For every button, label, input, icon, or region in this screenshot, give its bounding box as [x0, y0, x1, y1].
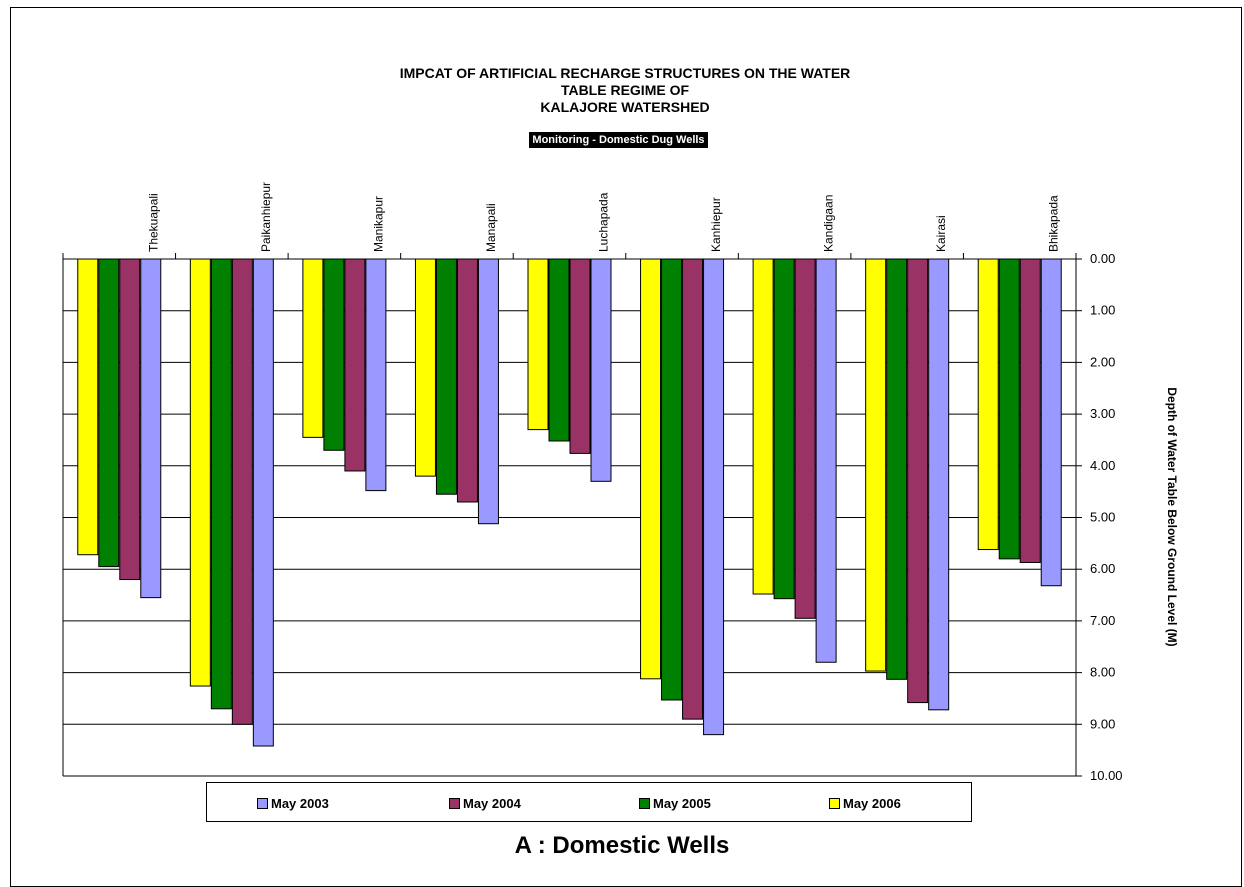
bar	[1019, 258, 1041, 563]
y-tick-label: 4.00	[1090, 458, 1115, 473]
bar	[661, 258, 683, 701]
y-tick-label: 7.00	[1090, 613, 1115, 628]
bar	[77, 258, 99, 556]
bar	[323, 258, 345, 451]
legend-item: May 2005	[639, 796, 711, 811]
bar	[703, 258, 725, 736]
bar	[998, 258, 1020, 560]
bar	[98, 258, 120, 568]
category-labels: Thekuapali Paikanhiepur Manikapur Manapali L…	[146, 182, 1060, 252]
bar	[907, 258, 929, 704]
bar	[569, 258, 591, 454]
bar	[252, 258, 274, 747]
bar	[344, 258, 366, 472]
legend-label: May 2005	[653, 796, 711, 811]
bar	[435, 258, 457, 495]
legend-swatch	[449, 798, 460, 809]
legend-item: May 2004	[449, 796, 521, 811]
category-label: Kandigaan	[822, 195, 836, 252]
bar	[477, 258, 499, 525]
bar	[456, 258, 478, 503]
bar	[189, 258, 211, 687]
bar	[527, 258, 549, 431]
bar	[140, 258, 162, 599]
y-tick-label: 2.00	[1090, 354, 1115, 369]
bar	[752, 258, 774, 595]
category-label: Luchapada	[597, 192, 611, 252]
category-label: Bhikapada	[1047, 195, 1061, 252]
y-tick-label: 10.00	[1090, 768, 1123, 783]
legend-swatch	[257, 798, 268, 809]
bar	[682, 258, 704, 720]
bar	[231, 258, 253, 725]
bar	[865, 258, 887, 672]
bar	[302, 258, 324, 438]
axes	[62, 253, 1082, 777]
y-tick-labels: 0.00 1.00 2.00 3.00 4.00 5.00 6.00 7.00 8.00 9.00…	[1090, 251, 1123, 783]
category-label: Thekuapali	[146, 193, 160, 252]
legend-item: May 2003	[257, 796, 329, 811]
bar	[640, 258, 662, 680]
bar	[977, 258, 999, 551]
legend-swatch	[829, 798, 840, 809]
bar	[794, 258, 816, 619]
category-label: Kanhiepur	[709, 197, 723, 252]
chart-title-line-2: TABLE REGIME OF	[560, 82, 690, 98]
legend-item: May 2006	[829, 796, 901, 811]
category-label: Manapali	[484, 203, 498, 252]
legend-label: May 2004	[463, 796, 521, 811]
y-tick-label: 5.00	[1090, 510, 1115, 525]
y-tick-label: 3.00	[1090, 406, 1115, 421]
bar	[210, 258, 232, 710]
y-tick-label: 0.00	[1090, 251, 1115, 266]
bar	[1040, 258, 1062, 587]
bar	[815, 258, 837, 663]
bar	[548, 258, 570, 442]
bar	[119, 258, 141, 581]
legend: May 2003 May 2004 May 2005 May 2006	[206, 782, 972, 822]
bar	[886, 258, 908, 680]
category-label: Paikanhiepur	[259, 182, 273, 252]
chart-subtitle-wrap: Monitoring - Domestic Dug Wells	[0, 130, 1237, 148]
bar	[365, 258, 387, 492]
bars	[77, 258, 1062, 747]
bar	[590, 258, 612, 482]
legend-swatch	[639, 798, 650, 809]
legend-label: May 2006	[843, 796, 901, 811]
figure-caption: A : Domestic Wells	[514, 832, 730, 859]
chart-title-line-3: KALAJORE WATERSHED	[540, 99, 710, 115]
y-tick-label: 8.00	[1090, 665, 1115, 680]
category-label: Manikapur	[371, 196, 385, 252]
chart-title-line-1: IMPCAT OF ARTIFICIAL RECHARGE STRUCTURES…	[399, 65, 851, 81]
y-axis-label: Depth of Water Table Below Ground Level …	[1165, 387, 1179, 646]
y-tick-label: 9.00	[1090, 716, 1115, 731]
category-label: Kairasi	[934, 215, 948, 252]
y-tick-label: 6.00	[1090, 561, 1115, 576]
bar	[928, 258, 950, 711]
chart-subtitle: Monitoring - Domestic Dug Wells	[529, 132, 708, 148]
y-tick-label: 1.00	[1090, 303, 1115, 318]
legend-label: May 2003	[271, 796, 329, 811]
bar	[414, 258, 436, 477]
bar	[773, 258, 795, 600]
